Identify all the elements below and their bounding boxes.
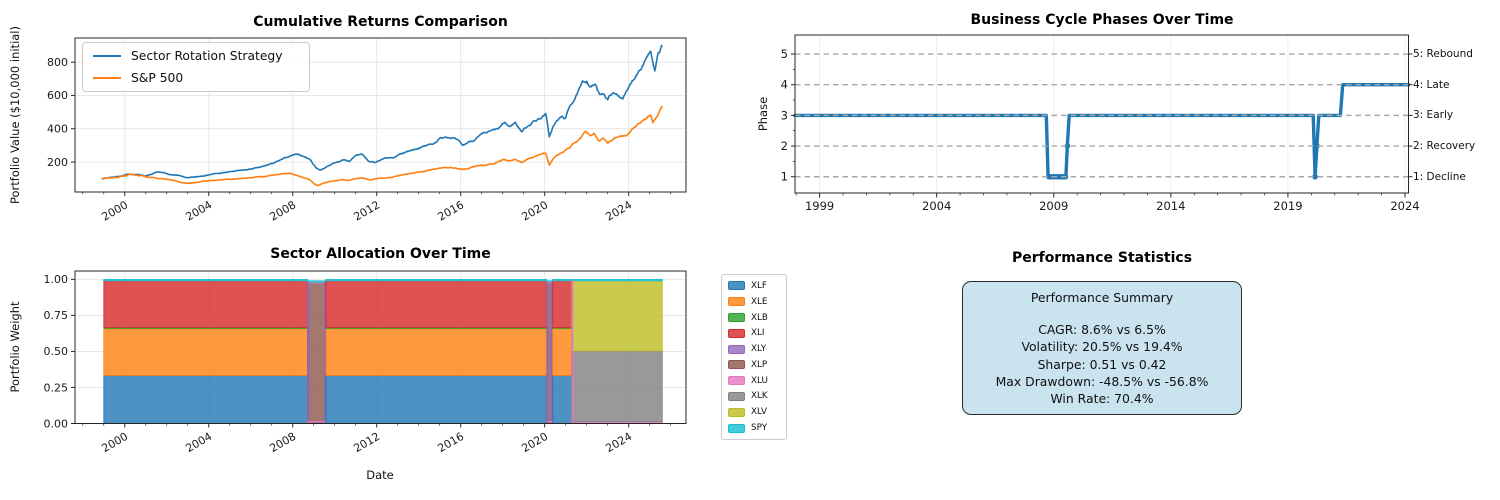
legend-item: XLK — [728, 389, 786, 405]
legend-label: XLP — [751, 359, 768, 370]
legend-swatch — [728, 391, 745, 401]
phase-label-recovery: 2: Recovery — [1413, 140, 1476, 153]
legend-swatch — [728, 407, 745, 417]
legend-label: XLI — [751, 328, 765, 339]
cumulative-chart-title: Cumulative Returns Comparison — [253, 14, 508, 30]
performance-box-title: Performance Summary — [1030, 290, 1174, 305]
legend-swatch — [728, 376, 745, 386]
svg-text:200: 200 — [47, 156, 68, 169]
phases-chart: 1 2 3 4 5 1999 2004 2009 2014 2019 2024 — [781, 34, 1420, 213]
svg-text:2009: 2009 — [1039, 199, 1068, 213]
legend-swatch — [728, 344, 745, 354]
svg-text:2004: 2004 — [183, 430, 214, 455]
spacer — [963, 305, 1241, 321]
stat-cagr: CAGR: 8.6% vs 6.5% — [1038, 322, 1166, 337]
strategy-line-sample — [93, 55, 121, 57]
allocation-chart-title: Sector Allocation Over Time — [270, 246, 491, 262]
phase-label-early: 3: Early — [1413, 109, 1454, 122]
legend-swatch — [728, 297, 745, 307]
svg-text:600: 600 — [47, 89, 68, 102]
svg-text:4: 4 — [781, 78, 788, 92]
legend-item: XLE — [728, 294, 786, 310]
svg-text:2000: 2000 — [100, 198, 131, 223]
performance-summary-box: Performance Summary CAGR: 8.6% vs 6.5% V… — [962, 281, 1242, 415]
svg-text:2012: 2012 — [351, 198, 382, 223]
legend-label: XLU — [751, 375, 768, 386]
legend-item: SPY — [728, 420, 786, 436]
legend-label: XLF — [751, 280, 767, 291]
sp500-line-sample — [93, 77, 121, 79]
phase-label-decline: 1: Decline — [1413, 170, 1466, 183]
performance-title: Performance Statistics — [1011, 250, 1193, 266]
allocation-y-axis-label: Portfolio Weight — [8, 301, 22, 393]
svg-text:0.25: 0.25 — [44, 381, 69, 394]
legend-label: S&P 500 — [131, 71, 184, 85]
legend-item: Sector Rotation Strategy — [93, 47, 309, 65]
allocation-x-axis-label: Date — [366, 468, 394, 482]
legend-label: XLY — [751, 344, 767, 355]
svg-text:800: 800 — [47, 56, 68, 69]
legend-swatch — [728, 281, 745, 291]
legend-label: XLV — [751, 407, 767, 418]
sector-legend: XLF XLE XLB XLI XLY XLP XLU XLK XLV SPY — [721, 274, 787, 440]
legend-item: XLU — [728, 373, 786, 389]
legend-item: XLP — [728, 357, 786, 373]
legend-item: XLB — [728, 310, 786, 326]
stat-maxdrawdown: Max Drawdown: -48.5% vs -56.8% — [995, 373, 1209, 389]
allocation-chart: 0.00 0.25 0.50 0.75 1.00 2000 2004 2008 2012 2016… — [44, 270, 687, 455]
phases-y-axis-label: Phase — [756, 96, 770, 132]
legend-swatch — [728, 360, 745, 370]
legend-label: SPY — [751, 423, 768, 434]
legend-swatch — [728, 423, 745, 433]
legend-label: XLK — [751, 391, 768, 402]
legend-item: S&P 500 — [93, 69, 309, 87]
svg-text:2024: 2024 — [603, 430, 634, 455]
svg-text:1999: 1999 — [805, 199, 834, 213]
svg-text:0.50: 0.50 — [44, 345, 69, 358]
svg-text:3: 3 — [781, 108, 788, 122]
svg-text:2020: 2020 — [519, 430, 550, 455]
legend-item: XLV — [728, 404, 786, 420]
svg-text:2012: 2012 — [351, 430, 382, 455]
svg-text:2024: 2024 — [603, 198, 634, 223]
svg-text:1: 1 — [781, 170, 788, 184]
svg-text:2014: 2014 — [1156, 199, 1185, 213]
stat-winrate: Win Rate: 70.4% — [1050, 391, 1154, 407]
legend-item: XLF — [728, 278, 786, 294]
legend-label: XLB — [751, 312, 768, 323]
cumulative-y-axis-label: Portfolio Value ($10,000 initial) — [8, 26, 22, 205]
svg-text:1.00: 1.00 — [44, 273, 69, 286]
phase-label-rebound: 5: Rebound — [1413, 48, 1473, 60]
legend-label: XLE — [751, 296, 768, 307]
stat-volatility: Volatility: 20.5% vs 19.4% — [1021, 339, 1183, 355]
legend-item: XLI — [728, 325, 786, 341]
legend-label: Sector Rotation Strategy — [131, 49, 283, 63]
legend-item: XLY — [728, 341, 786, 357]
stat-sharpe: Sharpe: 0.51 vs 0.42 — [1037, 356, 1167, 372]
svg-text:2004: 2004 — [922, 199, 951, 213]
svg-text:400: 400 — [47, 123, 68, 136]
cumulative-legend: Sector Rotation Strategy S&P 500 — [82, 42, 310, 92]
phase-label-late: 4: Late — [1413, 78, 1450, 91]
svg-text:2020: 2020 — [519, 198, 550, 223]
svg-text:2008: 2008 — [267, 430, 298, 455]
svg-text:2: 2 — [781, 139, 788, 153]
svg-text:2016: 2016 — [435, 198, 466, 223]
legend-swatch — [728, 313, 745, 322]
svg-text:2019: 2019 — [1273, 199, 1302, 213]
phases-chart-title: Business Cycle Phases Over Time — [970, 12, 1234, 28]
legend-swatch — [728, 328, 745, 338]
svg-text:2008: 2008 — [267, 198, 298, 223]
svg-text:0.00: 0.00 — [44, 417, 69, 430]
svg-text:5: 5 — [781, 47, 788, 61]
svg-text:2016: 2016 — [435, 430, 466, 455]
svg-text:2004: 2004 — [183, 198, 214, 223]
svg-text:0.75: 0.75 — [44, 309, 69, 322]
svg-text:2024: 2024 — [1390, 199, 1419, 213]
svg-text:2000: 2000 — [100, 430, 131, 455]
